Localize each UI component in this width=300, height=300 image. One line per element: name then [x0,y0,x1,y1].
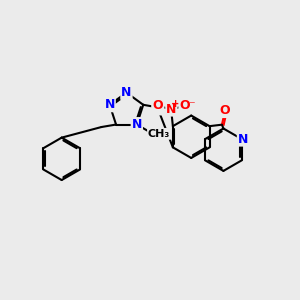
Text: O: O [153,99,164,112]
Text: N: N [121,86,132,99]
Text: S: S [152,100,162,114]
Text: ⁻: ⁻ [188,99,194,112]
Text: N: N [238,133,248,146]
Text: O: O [219,104,230,117]
Text: N: N [104,98,115,111]
Text: +: + [171,99,180,109]
Text: CH₃: CH₃ [148,129,170,139]
Text: N: N [132,118,142,131]
Text: N: N [166,103,177,116]
Text: O: O [179,99,190,112]
